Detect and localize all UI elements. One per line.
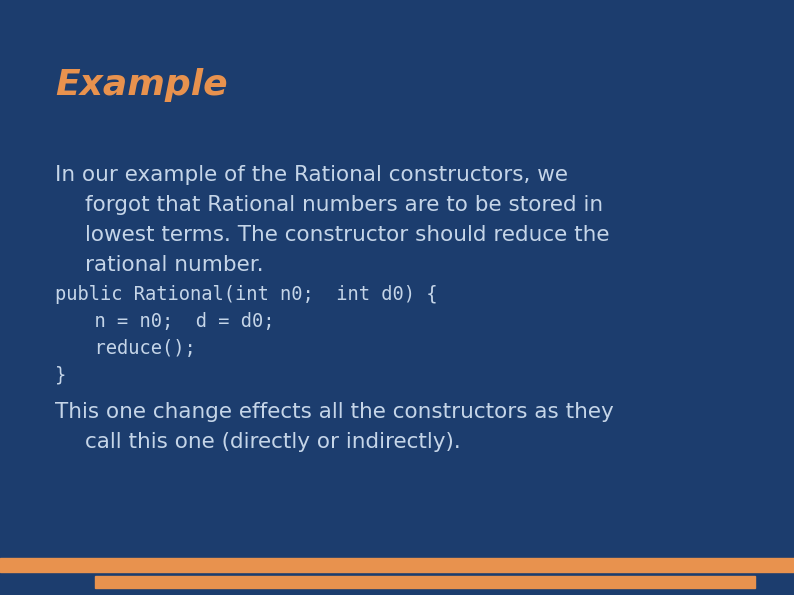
Bar xyxy=(95,576,755,588)
Bar xyxy=(0,558,794,572)
Text: reduce();: reduce(); xyxy=(72,339,196,358)
Text: rational number.: rational number. xyxy=(85,255,264,275)
Text: Example: Example xyxy=(55,68,228,102)
Text: public Rational(int n0;  int d0) {: public Rational(int n0; int d0) { xyxy=(55,285,437,304)
Text: In our example of the Rational constructors, we: In our example of the Rational construct… xyxy=(55,165,568,185)
Text: forgot that Rational numbers are to be stored in: forgot that Rational numbers are to be s… xyxy=(85,195,603,215)
Text: }: } xyxy=(55,366,66,385)
Text: lowest terms. The constructor should reduce the: lowest terms. The constructor should red… xyxy=(85,225,610,245)
Text: call this one (directly or indirectly).: call this one (directly or indirectly). xyxy=(85,432,461,452)
Text: n = n0;  d = d0;: n = n0; d = d0; xyxy=(72,312,275,331)
Text: This one change effects all the constructors as they: This one change effects all the construc… xyxy=(55,402,614,422)
